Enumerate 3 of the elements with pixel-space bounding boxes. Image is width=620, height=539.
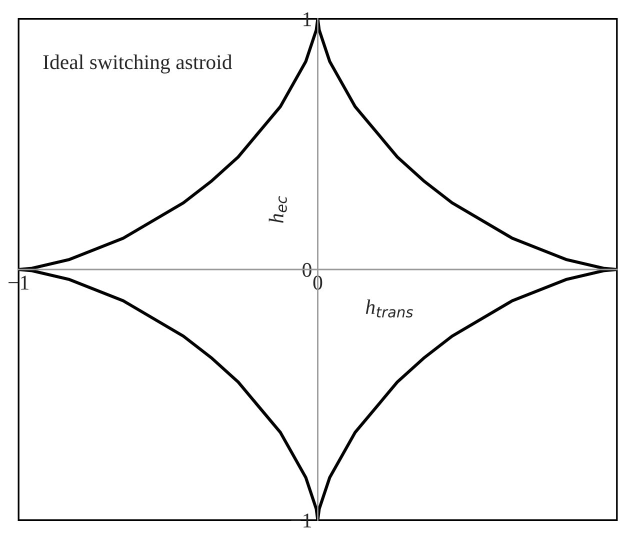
x-axis-title: h$_{trans}$ — [366, 299, 413, 318]
annotation: Ideal switching astroid — [43, 54, 232, 74]
y-axis-title: h$_{ec}$ — [268, 196, 287, 223]
